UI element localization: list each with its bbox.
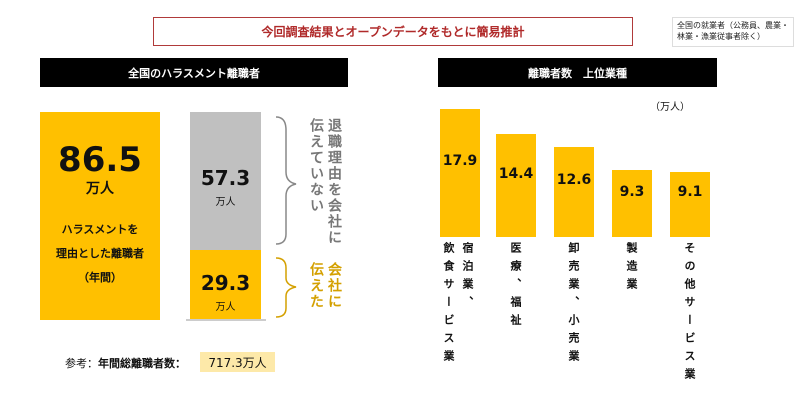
told-unit: 万人 bbox=[215, 302, 236, 313]
left-header-text: 全国のハラスメント離職者 bbox=[128, 66, 260, 80]
chart-header: 離職者数 上位業種 bbox=[438, 58, 717, 87]
chart-title: 離職者数 上位業種 bbox=[528, 66, 627, 80]
total-value: 86.5 bbox=[58, 140, 142, 180]
not-told-unit: 万人 bbox=[215, 197, 236, 208]
not-told-label: 退職理由を会社に伝えていない bbox=[308, 118, 342, 246]
bar-value-label: 9.3 bbox=[619, 183, 645, 200]
bar-value-label: 14.4 bbox=[498, 165, 534, 182]
brace-icons bbox=[275, 116, 297, 318]
category-label-column: 製造業 bbox=[625, 242, 638, 296]
estimate-title: 今回調査結果とオープンデータをもとに簡易推計 bbox=[261, 25, 525, 39]
category-label: 製造業 bbox=[625, 242, 638, 296]
total-desc-line: （年間） bbox=[78, 271, 122, 284]
category-label: 宿泊業、 飲食サービス業 bbox=[442, 242, 474, 368]
bar: 14.4 bbox=[496, 134, 536, 237]
bar: 9.1 bbox=[670, 171, 710, 237]
total-harassment-box: 86.5 万人 ハラスメントを 理由とした離職者 （年間） bbox=[40, 112, 160, 320]
bar: 9.3 bbox=[612, 170, 652, 237]
brace-icon bbox=[275, 116, 297, 245]
reference-prefix: 参考： bbox=[65, 357, 98, 370]
left-panel-header: 全国のハラスメント離職者 bbox=[40, 58, 348, 87]
bar: 17.9 bbox=[440, 109, 480, 237]
reference-label: 参考：年間総離職者数： bbox=[65, 355, 186, 371]
reference-value: 717.3万人 bbox=[200, 352, 275, 372]
category-label: 卸売業、小売業 bbox=[567, 242, 580, 368]
category-label: その他サービス業 bbox=[683, 242, 696, 386]
total-unit: 万人 bbox=[86, 181, 114, 197]
category-label-column: 飲食サービス業 bbox=[442, 242, 455, 368]
chart-unit-label: （万人） bbox=[650, 102, 690, 113]
scope-note: 全国の就業者（公務員、農業・林業・漁業従事者除く） bbox=[672, 17, 794, 47]
bar-value-label: 12.6 bbox=[556, 171, 592, 188]
category-label-column: 医療、福祉 bbox=[509, 242, 522, 332]
category-label-column: 卸売業、小売業 bbox=[567, 242, 580, 368]
estimate-title-box: 今回調査結果とオープンデータをもとに簡易推計 bbox=[153, 17, 633, 46]
told-label: 会社に伝えた bbox=[308, 262, 342, 310]
brace-icon bbox=[275, 257, 297, 318]
not-told-value: 57.3 bbox=[200, 166, 251, 190]
bar-value-label: 17.9 bbox=[442, 153, 478, 169]
category-label-column: その他サービス業 bbox=[683, 242, 696, 386]
bar-value-label: 9.1 bbox=[677, 184, 703, 201]
category-label-column: 宿泊業、 bbox=[461, 242, 474, 314]
total-desc-line: 理由とした離職者 bbox=[56, 247, 144, 260]
category-label: 医療、福祉 bbox=[509, 242, 522, 332]
told-value: 29.3 bbox=[200, 271, 251, 295]
stack-baseline bbox=[186, 319, 266, 321]
told-segment: 29.3 万人 bbox=[190, 250, 261, 320]
not-told-segment: 57.3 万人 bbox=[190, 112, 261, 250]
reference-bold-label: 年間総離職者数： bbox=[98, 357, 186, 370]
total-desc-line: ハラスメントを bbox=[61, 223, 139, 236]
bar: 12.6 bbox=[554, 146, 594, 237]
